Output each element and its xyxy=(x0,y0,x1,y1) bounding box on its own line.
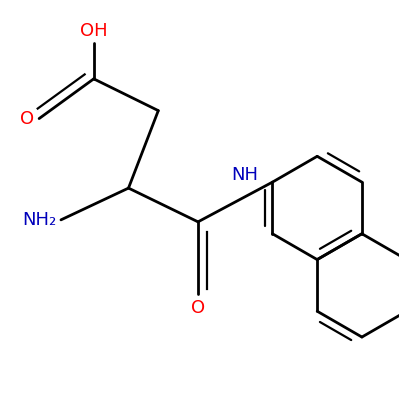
Text: OH: OH xyxy=(80,22,108,40)
Text: NH: NH xyxy=(232,166,259,184)
Text: O: O xyxy=(20,110,34,128)
Text: O: O xyxy=(191,299,205,317)
Text: NH₂: NH₂ xyxy=(22,211,56,229)
